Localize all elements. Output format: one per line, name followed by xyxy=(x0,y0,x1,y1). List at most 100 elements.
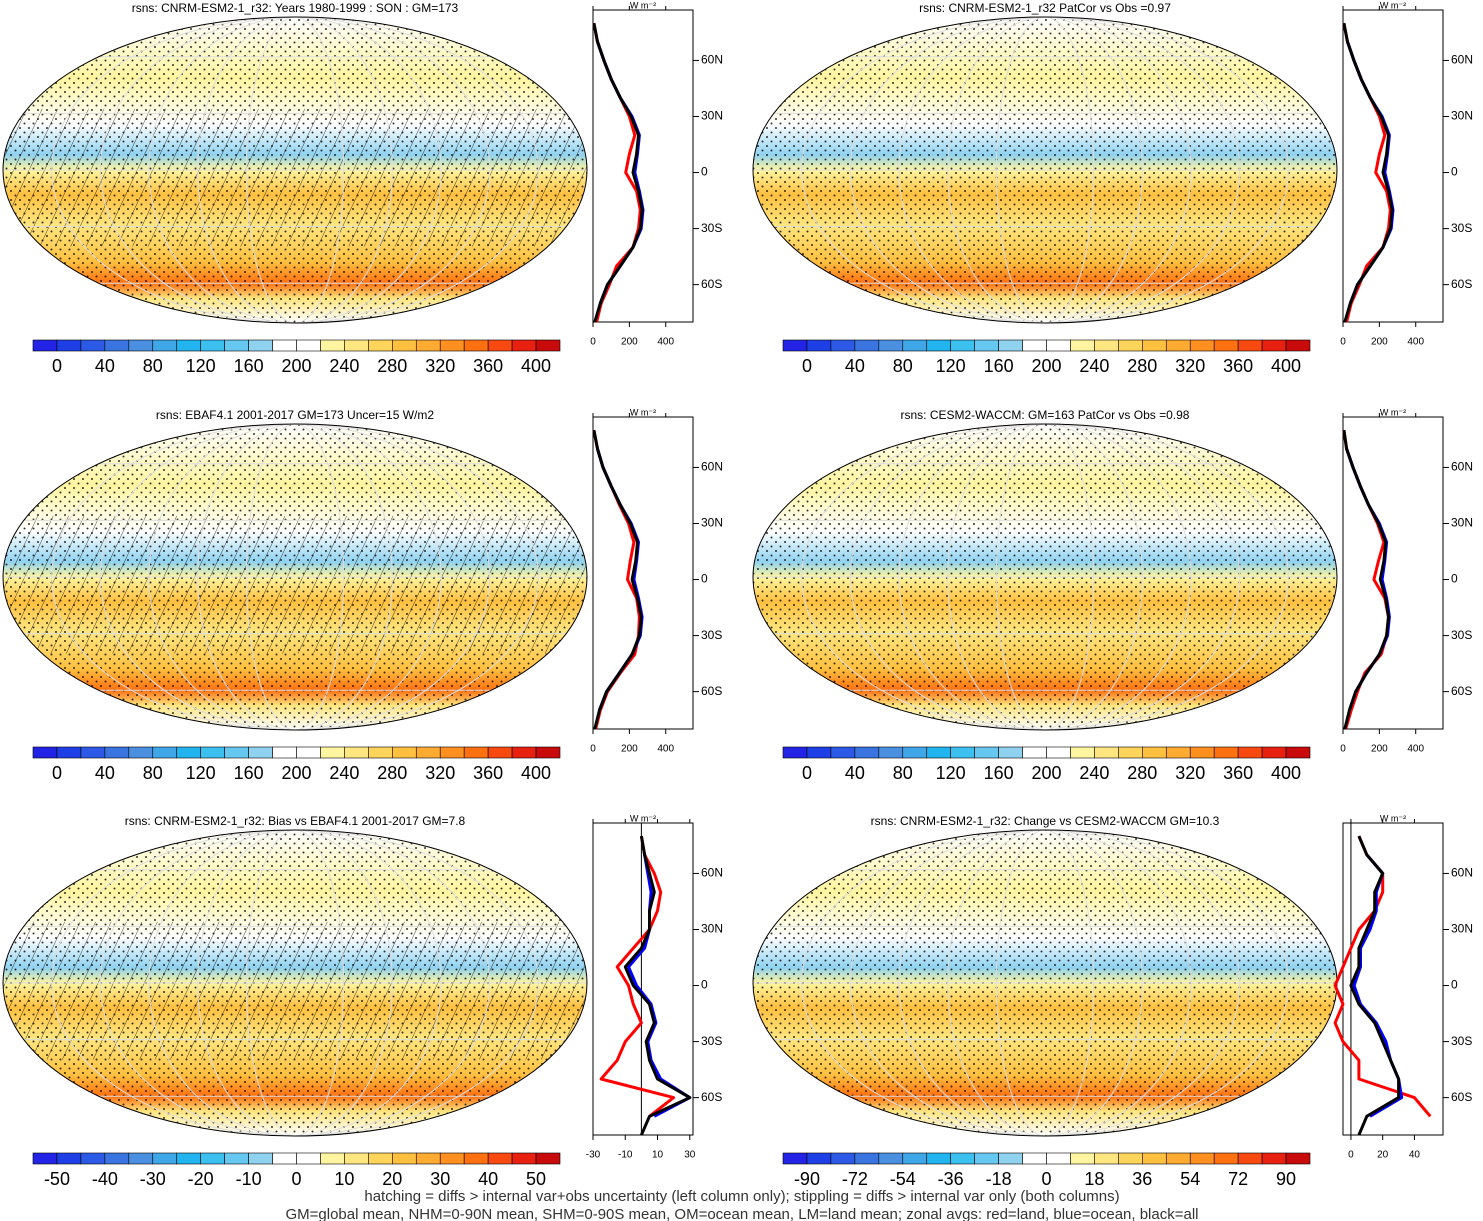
colorbar-label: 360 xyxy=(473,763,503,783)
colorbar-swatch xyxy=(535,1152,561,1165)
colorbar-swatch xyxy=(1022,339,1047,352)
colorbar-swatch xyxy=(1237,339,1263,352)
colorbar-swatch xyxy=(1046,1152,1071,1165)
colorbar-label: -72 xyxy=(842,1169,868,1189)
colorbar-swatch xyxy=(272,1152,297,1165)
colorbar-swatch xyxy=(806,1152,832,1165)
colorbar-swatch xyxy=(1213,746,1239,759)
colorbar-label: 0 xyxy=(802,763,812,783)
y-tick-label: 30N xyxy=(1451,109,1473,123)
x-axis-label: W m⁻² xyxy=(630,813,656,823)
y-tick-label: 60S xyxy=(1451,684,1472,698)
colorbar-swatch xyxy=(1142,339,1167,352)
colorbar-swatch xyxy=(1261,746,1287,759)
colorbar-swatch xyxy=(535,339,561,352)
colorbar-swatch xyxy=(439,1152,465,1165)
colorbar-swatch xyxy=(344,1152,369,1165)
profile-frame xyxy=(592,9,694,323)
zonal-mean-line xyxy=(592,429,643,730)
colorbar-label: 0 xyxy=(291,1169,301,1189)
colorbar-label: 40 xyxy=(95,356,115,376)
colorbar-swatch xyxy=(1070,746,1095,759)
map-overlay xyxy=(753,830,1337,1136)
y-tick-label: 30N xyxy=(1451,516,1473,530)
colorbar-swatch xyxy=(806,746,832,759)
colorbar-label: 160 xyxy=(984,356,1014,376)
colorbar-label: 240 xyxy=(1079,356,1109,376)
y-tick-label: 30S xyxy=(701,1034,722,1048)
colorbar-swatch xyxy=(344,746,369,759)
colorbar-label: 320 xyxy=(425,356,455,376)
chart-title: rsns: CESM2-WACCM: GM=163 PatCor vs Obs … xyxy=(901,408,1190,422)
y-tick-label: 60N xyxy=(1451,460,1473,474)
map-overlay xyxy=(753,424,1337,730)
colorbar-swatch xyxy=(32,1152,58,1165)
y-tick-label: 0 xyxy=(1451,165,1458,179)
profile-frame xyxy=(1342,9,1444,323)
colorbar-swatch xyxy=(487,746,513,759)
colorbar-swatch xyxy=(128,339,154,352)
x-tick-label: -10 xyxy=(618,1150,633,1161)
colorbar-label: 40 xyxy=(845,763,865,783)
colorbar-swatch xyxy=(80,1152,106,1165)
colorbar-swatch xyxy=(926,339,951,352)
y-tick-label: 0 xyxy=(701,165,708,179)
colorbar-swatch xyxy=(415,1152,441,1165)
map-overlay xyxy=(3,830,587,1136)
x-tick-label: 200 xyxy=(1371,337,1388,348)
colorbar-swatch xyxy=(415,339,441,352)
y-tick-label: 60N xyxy=(1451,866,1473,880)
colorbar-swatch xyxy=(1094,1152,1119,1165)
colorbar-swatch xyxy=(56,746,82,759)
colorbar-label: 120 xyxy=(186,763,216,783)
colorbar-swatch xyxy=(1285,339,1311,352)
colorbar-swatch xyxy=(248,339,273,352)
colorbar-label: -36 xyxy=(938,1169,964,1189)
colorbar-label: 360 xyxy=(473,356,503,376)
colorbar-label: -18 xyxy=(986,1169,1012,1189)
colorbar-swatch xyxy=(32,746,58,759)
colorbar-swatch xyxy=(104,746,130,759)
colorbar-swatch xyxy=(782,339,808,352)
colorbar-label: 0 xyxy=(52,763,62,783)
colorbar-swatch xyxy=(1237,746,1263,759)
colorbar-label: 18 xyxy=(1084,1169,1104,1189)
colorbar-swatch xyxy=(392,1152,417,1165)
colorbar-label: 160 xyxy=(234,763,264,783)
colorbar-swatch xyxy=(80,746,106,759)
chart-title: rsns: CNRM-ESM2-1_r32: Change vs CESM2-W… xyxy=(871,814,1220,828)
colorbar-label: 320 xyxy=(425,763,455,783)
colorbar-label: 0 xyxy=(802,356,812,376)
colorbar-label: 40 xyxy=(845,356,865,376)
footer-note: hatching = diffs > internal var+obs unce… xyxy=(364,1188,1119,1205)
colorbar-swatch xyxy=(152,1152,178,1165)
y-tick-label: 60N xyxy=(701,53,723,67)
colorbar-swatch xyxy=(878,1152,904,1165)
colorbar-label: 240 xyxy=(1079,763,1109,783)
hatching xyxy=(3,515,587,654)
colorbar-swatch xyxy=(950,746,975,759)
colorbar-swatch xyxy=(830,746,856,759)
colorbar-swatch xyxy=(1165,1152,1191,1165)
colorbar-swatch xyxy=(1213,339,1239,352)
colorbar-swatch xyxy=(511,1152,537,1165)
colorbar-swatch xyxy=(439,339,465,352)
colorbar-swatch xyxy=(296,339,321,352)
colorbar-label: 80 xyxy=(893,356,913,376)
colorbar-swatch xyxy=(1046,746,1071,759)
y-tick-label: 30N xyxy=(701,516,723,530)
colorbar-swatch xyxy=(224,1152,249,1165)
colorbar-swatch xyxy=(248,746,273,759)
y-tick-label: 0 xyxy=(701,572,708,586)
colorbar-swatch xyxy=(463,339,489,352)
colorbar-label: -30 xyxy=(140,1169,166,1189)
colorbar-label: 400 xyxy=(521,356,551,376)
colorbar-swatch xyxy=(296,746,321,759)
colorbar-label: 400 xyxy=(1271,356,1301,376)
colorbar-swatch xyxy=(974,1152,999,1165)
colorbar-swatch xyxy=(320,339,345,352)
colorbar-label: 80 xyxy=(893,763,913,783)
map-border xyxy=(2,829,588,1137)
colorbar-swatch xyxy=(830,339,856,352)
